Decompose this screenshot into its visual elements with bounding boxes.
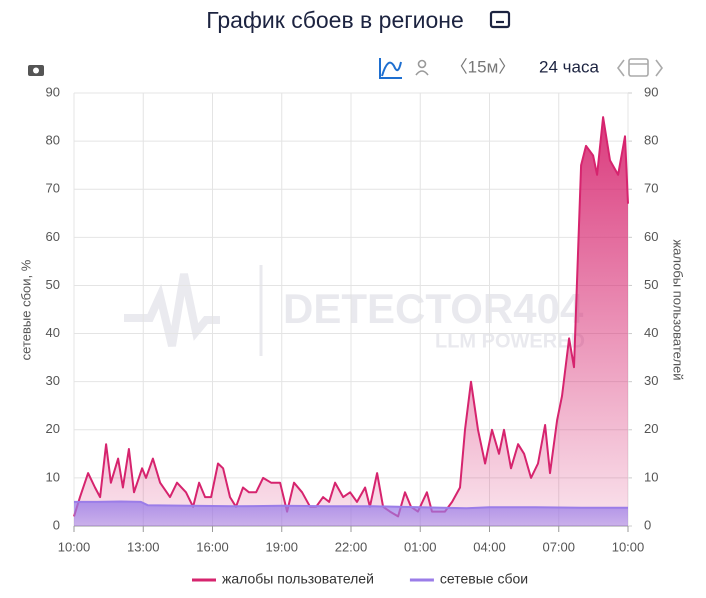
y-tick-label: 20 — [46, 421, 60, 436]
x-tick-label: 10:00 — [58, 539, 91, 554]
x-tick-label: 01:00 — [404, 539, 437, 554]
y2-tick-label: 40 — [644, 325, 658, 340]
chart-type-icon[interactable] — [379, 58, 402, 79]
x-tick-label: 22:00 — [335, 539, 368, 554]
camera-icon[interactable] — [28, 65, 44, 76]
x-tick-label: 16:00 — [196, 539, 229, 554]
y2-tick-label: 60 — [644, 229, 658, 244]
series-line — [73, 116, 629, 518]
watermark: DETECTOR404 LLM POWERED — [124, 265, 585, 356]
x-tick-label: 10:00 — [612, 539, 645, 554]
x-tick-label: 07:00 — [542, 539, 575, 554]
y-tick-label: 40 — [46, 325, 60, 340]
y-tick-label: 50 — [46, 277, 60, 292]
y-tick-label: 0 — [53, 517, 60, 532]
calendar-nav[interactable] — [617, 58, 663, 77]
y2-tick-label: 90 — [644, 84, 658, 99]
series-area — [74, 117, 628, 526]
series-line — [74, 500, 628, 510]
chart-title: График сбоев в регионе — [206, 7, 464, 33]
period-button[interactable]: 24 часа — [539, 57, 599, 76]
y2-tick-label: 10 — [644, 469, 658, 484]
y2-tick-label: 20 — [644, 421, 658, 436]
x-tick-label: 19:00 — [265, 539, 298, 554]
user-icon[interactable] — [415, 59, 429, 76]
y2-tick-label: 0 — [644, 517, 651, 532]
y-tick-label: 60 — [46, 229, 60, 244]
legend-label: сетевые сбои — [440, 571, 528, 587]
y-tick-label: 80 — [46, 133, 60, 148]
y2-tick-label: 50 — [644, 277, 658, 292]
y-tick-label: 30 — [46, 373, 60, 388]
y-tick-label: 10 — [46, 469, 60, 484]
y2-axis-title: жалобы пользователей — [671, 239, 686, 380]
watermark-tagline: LLM POWERED — [435, 330, 585, 352]
y-axis-title: сетевые сбои, % — [18, 259, 33, 360]
y2-tick-label: 70 — [644, 181, 658, 196]
interval-button[interactable]: 〈15м〉 — [451, 57, 516, 76]
y-tick-label: 90 — [46, 84, 60, 99]
legend-label: жалобы пользователей — [222, 571, 374, 587]
x-tick-label: 04:00 — [473, 539, 506, 554]
x-tick-label: 13:00 — [127, 539, 160, 554]
monitor-icon — [489, 10, 511, 29]
y-tick-label: 70 — [46, 181, 60, 196]
y2-tick-label: 30 — [644, 373, 658, 388]
watermark-brand: DETECTOR404 — [283, 285, 584, 332]
y2-tick-label: 80 — [644, 133, 658, 148]
